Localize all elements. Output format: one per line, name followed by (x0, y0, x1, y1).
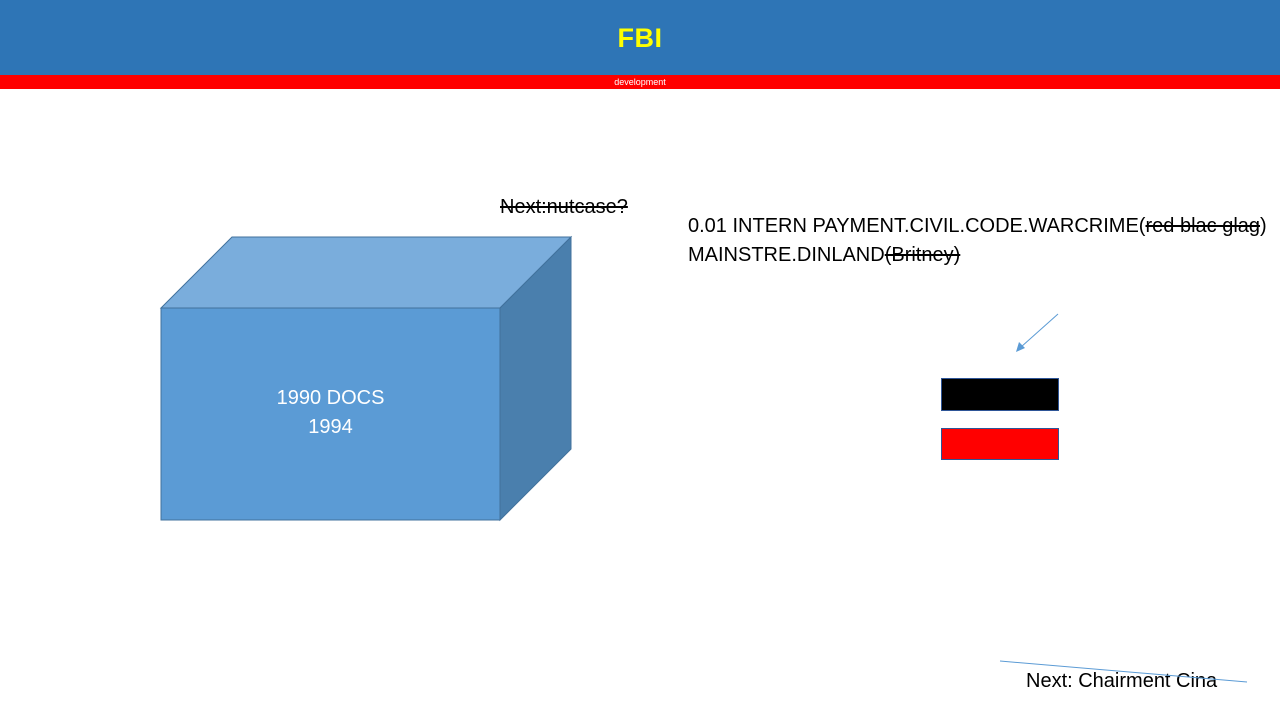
page-title: FBI (617, 23, 663, 53)
info-line-2: MAINSTRE.DINLAND(Britney) (688, 241, 1267, 270)
info-text-block: 0.01 INTERN PAYMENT.CIVIL.CODE.WARCRIME(… (688, 212, 1267, 270)
info-line-2-prefix: MAINSTRE.DINLAND (688, 244, 885, 266)
info-line-2-strike: (Britney) (884, 244, 961, 266)
flag-stripe-red (941, 428, 1059, 460)
cube-front-face (160, 307, 501, 521)
cube-label-line1: 1990 DOCS (276, 387, 385, 409)
header-bar (0, 0, 1280, 75)
subheader-bar (0, 75, 1280, 89)
flag-stripe-black (941, 378, 1059, 411)
cube-label-line2: 1994 (308, 416, 353, 438)
info-line-1: 0.01 INTERN PAYMENT.CIVIL.CODE.WARCRIME(… (688, 212, 1267, 241)
next-nutcase-text: Next:nutcase? (500, 196, 628, 218)
subheader-label: development (614, 77, 666, 87)
info-line-1-strike: red blac glag (1145, 215, 1261, 237)
info-line-1-prefix: 0.01 INTERN PAYMENT.CIVIL.CODE.WARCRIME( (688, 215, 1146, 237)
info-line-1-suffix: ) (1260, 215, 1267, 237)
cube-label: 1990 DOCS 1994 (161, 384, 500, 442)
